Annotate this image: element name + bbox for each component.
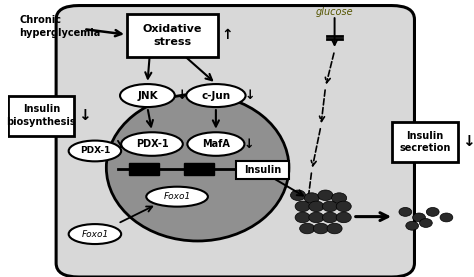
Ellipse shape [309, 201, 324, 212]
FancyBboxPatch shape [8, 96, 74, 136]
Text: ↓: ↓ [245, 89, 255, 102]
Ellipse shape [336, 201, 351, 212]
Text: Insulin: Insulin [244, 165, 281, 175]
Ellipse shape [187, 132, 245, 156]
Ellipse shape [399, 207, 412, 216]
FancyBboxPatch shape [127, 14, 218, 57]
Ellipse shape [304, 193, 319, 203]
Text: Foxo1: Foxo1 [164, 192, 191, 201]
Text: ↑: ↑ [221, 28, 233, 42]
Text: Insulin
biosynthesis: Insulin biosynthesis [7, 104, 76, 127]
Text: glucose: glucose [316, 7, 354, 17]
Text: JNK: JNK [137, 91, 158, 101]
Ellipse shape [336, 212, 351, 223]
Text: PDX-1: PDX-1 [136, 139, 168, 149]
Bar [184, 163, 214, 175]
Text: Insulin
secretion: Insulin secretion [399, 131, 450, 153]
Text: PDX-1: PDX-1 [80, 147, 110, 155]
Text: ↓: ↓ [79, 108, 91, 123]
FancyBboxPatch shape [237, 161, 289, 179]
Text: Chronic
hyperglycemia: Chronic hyperglycemia [19, 15, 101, 37]
Text: ↓: ↓ [244, 138, 254, 150]
Text: MafA: MafA [202, 139, 230, 149]
Text: Oxidative
stress: Oxidative stress [143, 24, 202, 47]
Ellipse shape [146, 187, 208, 207]
Ellipse shape [440, 213, 453, 222]
Ellipse shape [69, 224, 121, 244]
Ellipse shape [295, 201, 310, 212]
Ellipse shape [322, 201, 337, 212]
Text: ↓: ↓ [462, 134, 474, 150]
Ellipse shape [419, 219, 432, 227]
Bar [129, 163, 159, 175]
Ellipse shape [332, 193, 346, 203]
Ellipse shape [295, 212, 310, 223]
Ellipse shape [121, 132, 183, 156]
Ellipse shape [318, 190, 333, 201]
Ellipse shape [406, 221, 419, 230]
Text: ↓: ↓ [176, 89, 187, 102]
Ellipse shape [309, 212, 324, 223]
FancyBboxPatch shape [56, 6, 414, 277]
FancyBboxPatch shape [392, 122, 458, 162]
Ellipse shape [291, 190, 306, 201]
Ellipse shape [120, 84, 175, 107]
Ellipse shape [69, 140, 121, 161]
Ellipse shape [426, 207, 439, 216]
Text: c-Jun: c-Jun [201, 91, 230, 101]
Ellipse shape [322, 212, 337, 223]
Ellipse shape [106, 94, 289, 241]
Ellipse shape [413, 213, 426, 222]
Ellipse shape [327, 223, 342, 234]
Ellipse shape [313, 223, 328, 234]
Ellipse shape [300, 223, 315, 234]
Ellipse shape [186, 84, 246, 107]
Text: Foxo1: Foxo1 [81, 230, 109, 238]
